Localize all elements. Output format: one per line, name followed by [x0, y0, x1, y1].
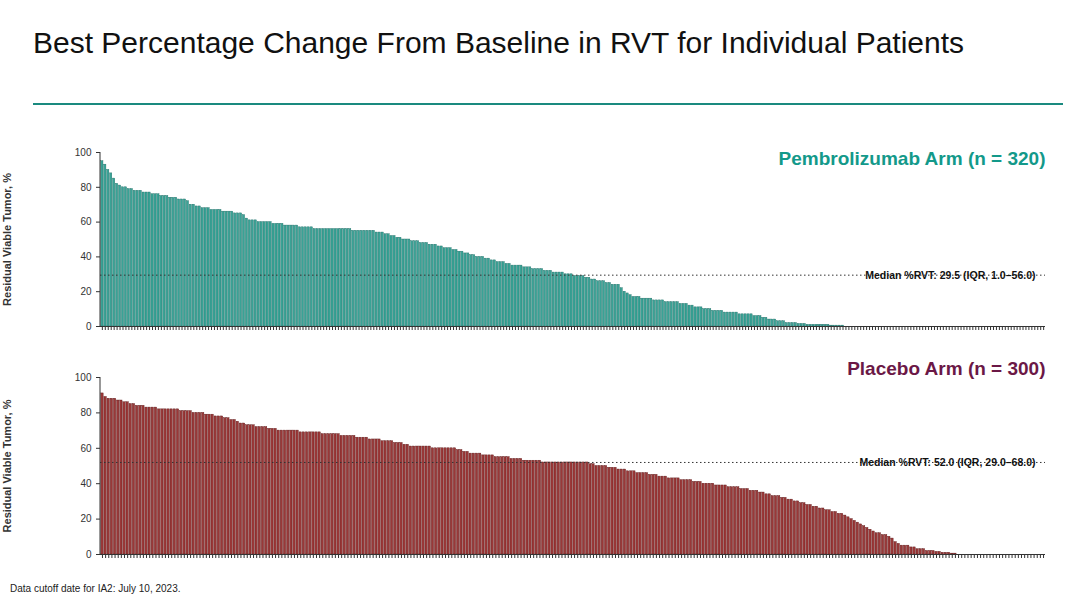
svg-text:Residual Viable Tumor, %: Residual Viable Tumor, %: [1, 399, 13, 532]
svg-text:80: 80: [80, 182, 92, 193]
svg-text:100: 100: [75, 372, 92, 383]
svg-text:Residual Viable Tumor, %: Residual Viable Tumor, %: [1, 173, 13, 306]
svg-text:20: 20: [80, 286, 92, 297]
svg-text:0: 0: [86, 549, 92, 560]
svg-text:Median %RVT: 52.0 (IQR, 29.0–6: Median %RVT: 52.0 (IQR, 29.0–68.0): [859, 456, 1035, 468]
html-text:Best Percentage Change From Ba: Best Percentage Change From Baseline in …: [33, 26, 965, 59]
svg-text:0: 0: [86, 321, 92, 332]
html-text:Data cutoff date for IA2: July: Data cutoff date for IA2: July 10, 2023.: [10, 583, 181, 594]
svg-text:40: 40: [80, 478, 92, 489]
svg-text:Pembrolizumab Arm (n = 320): Pembrolizumab Arm (n = 320): [779, 148, 1046, 169]
svg-text:80: 80: [80, 407, 92, 418]
svg-text:60: 60: [80, 443, 92, 454]
svg-text:60: 60: [80, 216, 92, 227]
svg-text:20: 20: [80, 513, 92, 524]
svg-text:40: 40: [80, 251, 92, 262]
svg-text:Placebo Arm (n = 300): Placebo Arm (n = 300): [847, 358, 1045, 379]
svg-text:100: 100: [75, 147, 92, 158]
svg-text:Median %RVT: 29.5 (IQR, 1.0–56: Median %RVT: 29.5 (IQR, 1.0–56.0): [865, 269, 1035, 281]
